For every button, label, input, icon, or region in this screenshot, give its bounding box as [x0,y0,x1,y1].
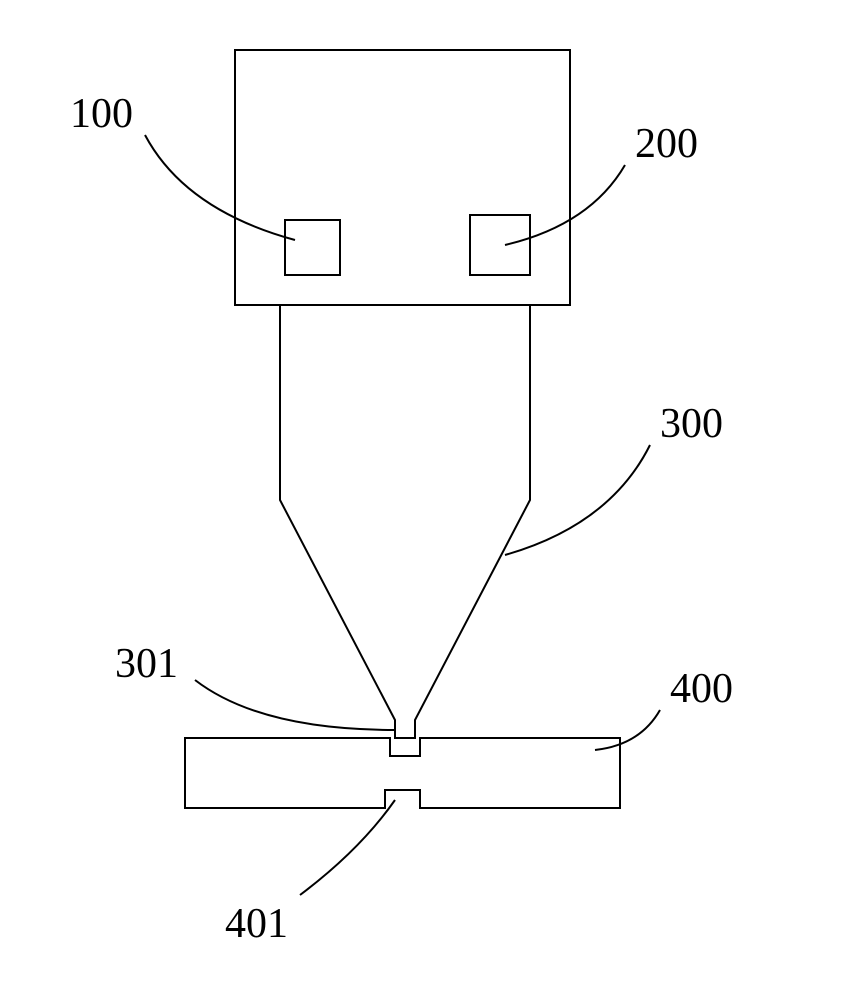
leader-100 [145,135,295,240]
leader-301 [195,680,395,730]
leader-300 [505,445,650,555]
label-100: 100 [70,90,133,138]
inner-box-left [285,220,340,275]
leader-400 [595,710,660,750]
label-301: 301 [115,640,178,688]
diagram-svg [0,0,855,1000]
label-401: 401 [225,900,288,948]
leader-200 [505,165,625,245]
label-300: 300 [660,400,723,448]
leader-401 [300,800,395,895]
funnel-body [280,305,530,738]
label-400: 400 [670,665,733,713]
base-block [185,738,620,808]
label-200: 200 [635,120,698,168]
inner-box-right [470,215,530,275]
